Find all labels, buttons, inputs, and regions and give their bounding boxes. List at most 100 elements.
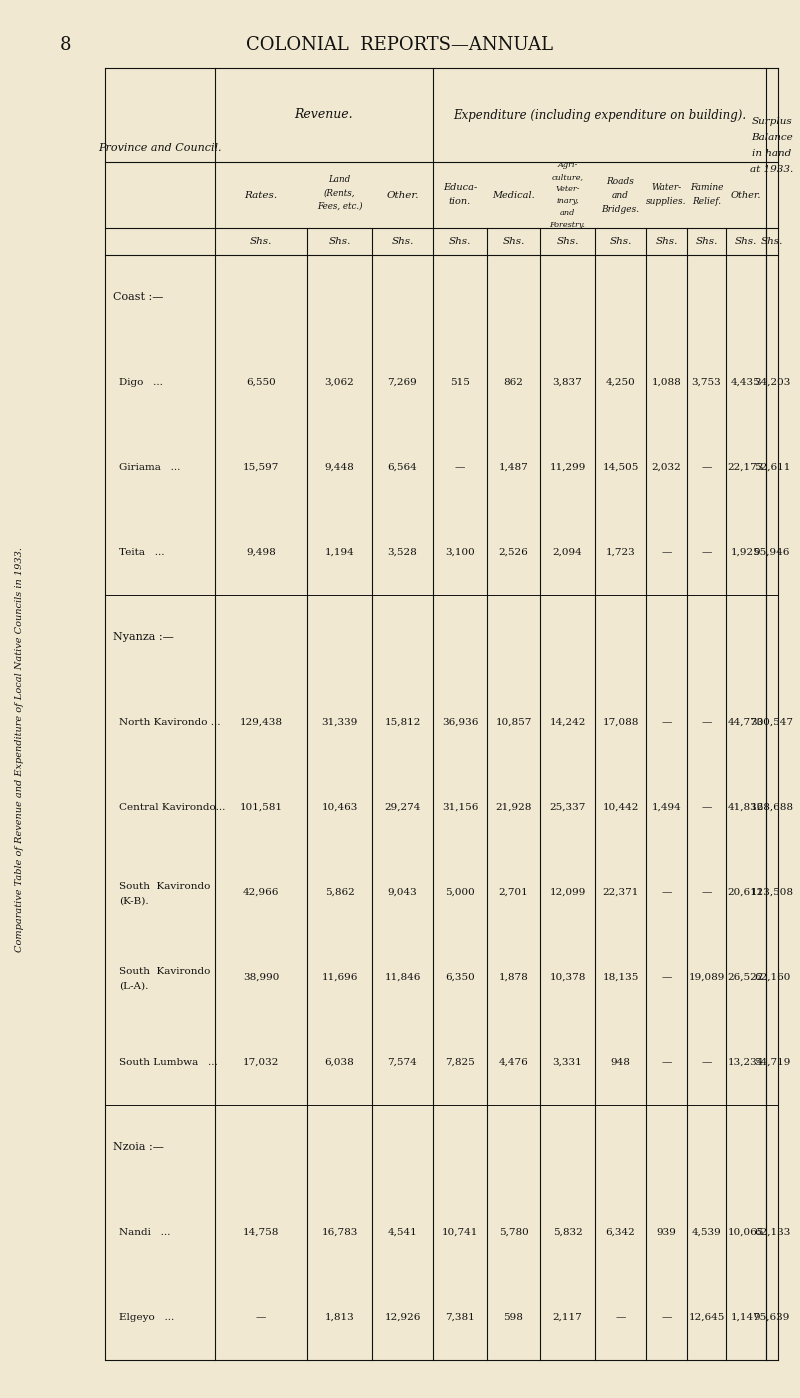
Text: 4,435: 4,435: [731, 377, 761, 387]
Text: Shs.: Shs.: [655, 238, 678, 246]
Text: 2,032: 2,032: [652, 463, 682, 473]
Text: 10,463: 10,463: [322, 802, 358, 812]
Text: 11,846: 11,846: [384, 973, 421, 981]
Text: —: —: [662, 548, 672, 556]
Text: 5,780: 5,780: [498, 1227, 528, 1237]
Text: Other.: Other.: [386, 190, 418, 200]
Text: Fees, etc.): Fees, etc.): [317, 201, 362, 211]
Text: 8: 8: [60, 36, 71, 55]
Text: 5,862: 5,862: [325, 888, 354, 898]
Text: Educa-: Educa-: [443, 183, 477, 193]
Text: Giriama   ...: Giriama ...: [119, 463, 180, 473]
Text: 9,498: 9,498: [246, 548, 276, 556]
Text: Province and Council.: Province and Council.: [98, 143, 222, 152]
Text: 10,065: 10,065: [728, 1227, 764, 1237]
Text: Shs.: Shs.: [556, 238, 578, 246]
Text: Shs.: Shs.: [391, 238, 414, 246]
Text: 10,741: 10,741: [442, 1227, 478, 1237]
Text: North Kavirondo ...: North Kavirondo ...: [119, 719, 221, 727]
Text: 6,038: 6,038: [325, 1058, 354, 1067]
Text: 54,719: 54,719: [754, 1058, 790, 1067]
Text: (K-B).: (K-B).: [119, 898, 149, 906]
Text: Shs.: Shs.: [695, 238, 718, 246]
Text: —: —: [702, 1058, 712, 1067]
Text: 62,133: 62,133: [754, 1227, 790, 1237]
Text: tion.: tion.: [449, 197, 471, 207]
Text: 1,723: 1,723: [606, 548, 635, 556]
Text: 62,160: 62,160: [754, 973, 790, 981]
Text: —: —: [662, 888, 672, 898]
Text: 38,990: 38,990: [243, 973, 279, 981]
Text: in hand: in hand: [752, 150, 792, 158]
Text: Coast :—: Coast :—: [113, 292, 163, 302]
Text: 7,574: 7,574: [388, 1058, 418, 1067]
Text: 31,156: 31,156: [442, 802, 478, 812]
Text: 101,581: 101,581: [239, 802, 282, 812]
Text: 7,269: 7,269: [388, 377, 418, 387]
Text: 41,832: 41,832: [728, 802, 764, 812]
Text: 14,242: 14,242: [550, 719, 586, 727]
Text: —: —: [662, 719, 672, 727]
Text: —: —: [662, 1058, 672, 1067]
Text: 7,381: 7,381: [445, 1313, 475, 1323]
Text: Bridges.: Bridges.: [602, 204, 639, 214]
Text: 5,832: 5,832: [553, 1227, 582, 1237]
Text: 12,926: 12,926: [384, 1313, 421, 1323]
Text: South  Kavirondo: South Kavirondo: [119, 882, 210, 891]
Text: 3,528: 3,528: [388, 548, 418, 556]
Text: Comparative Table of Revenue and Expenditure of Local Native Councils in 1933.: Comparative Table of Revenue and Expendi…: [15, 548, 25, 952]
Text: Roads: Roads: [606, 176, 634, 186]
Text: 1,494: 1,494: [652, 802, 682, 812]
Text: 2,094: 2,094: [553, 548, 582, 556]
Text: 95,946: 95,946: [754, 548, 790, 556]
Text: Revenue.: Revenue.: [294, 109, 354, 122]
Text: 15,812: 15,812: [384, 719, 421, 727]
Text: 11,696: 11,696: [322, 973, 358, 981]
Text: —: —: [702, 888, 712, 898]
Text: 12,099: 12,099: [550, 888, 586, 898]
Text: 6,550: 6,550: [246, 377, 276, 387]
Text: Nandi   ...: Nandi ...: [119, 1227, 170, 1237]
Text: 3,753: 3,753: [692, 377, 722, 387]
Text: 26,522: 26,522: [728, 973, 764, 981]
Text: 4,539: 4,539: [692, 1227, 722, 1237]
Text: Agri-: Agri-: [558, 161, 578, 169]
Text: 17,032: 17,032: [243, 1058, 279, 1067]
Text: 5,000: 5,000: [445, 888, 475, 898]
Text: 939: 939: [657, 1227, 677, 1237]
Text: 22,173: 22,173: [728, 463, 764, 473]
Text: —: —: [662, 1313, 672, 1323]
Text: 3,837: 3,837: [553, 377, 582, 387]
Text: 19,089: 19,089: [688, 973, 725, 981]
Text: 1,147: 1,147: [731, 1313, 761, 1323]
Text: 52,611: 52,611: [754, 463, 790, 473]
Text: 1,813: 1,813: [325, 1313, 354, 1323]
Text: 15,597: 15,597: [243, 463, 279, 473]
Text: 2,701: 2,701: [498, 888, 528, 898]
Text: —: —: [662, 973, 672, 981]
Text: 14,505: 14,505: [602, 463, 638, 473]
Text: 3,331: 3,331: [553, 1058, 582, 1067]
Text: 11,299: 11,299: [550, 463, 586, 473]
Text: 948: 948: [610, 1058, 630, 1067]
Text: Water-: Water-: [651, 183, 682, 193]
Text: 36,936: 36,936: [442, 719, 478, 727]
Text: —: —: [455, 463, 465, 473]
Text: Shs.: Shs.: [250, 238, 272, 246]
Text: (Rents,: (Rents,: [324, 189, 355, 197]
Text: Other.: Other.: [730, 190, 762, 200]
Text: Veter-: Veter-: [555, 185, 580, 193]
Text: 31,339: 31,339: [322, 719, 358, 727]
Text: 4,541: 4,541: [388, 1227, 418, 1237]
Text: Land: Land: [328, 176, 350, 185]
Text: Medical.: Medical.: [492, 190, 535, 200]
Text: 330,547: 330,547: [750, 719, 794, 727]
Text: Expenditure (including expenditure on building).: Expenditure (including expenditure on bu…: [453, 109, 746, 122]
Text: Elgeyo   ...: Elgeyo ...: [119, 1313, 174, 1323]
Text: Shs.: Shs.: [610, 238, 632, 246]
Text: 10,442: 10,442: [602, 802, 638, 812]
Text: 515: 515: [450, 377, 470, 387]
Text: 13,234: 13,234: [728, 1058, 764, 1067]
Text: 20,611: 20,611: [728, 888, 764, 898]
Text: culture,: culture,: [551, 173, 583, 180]
